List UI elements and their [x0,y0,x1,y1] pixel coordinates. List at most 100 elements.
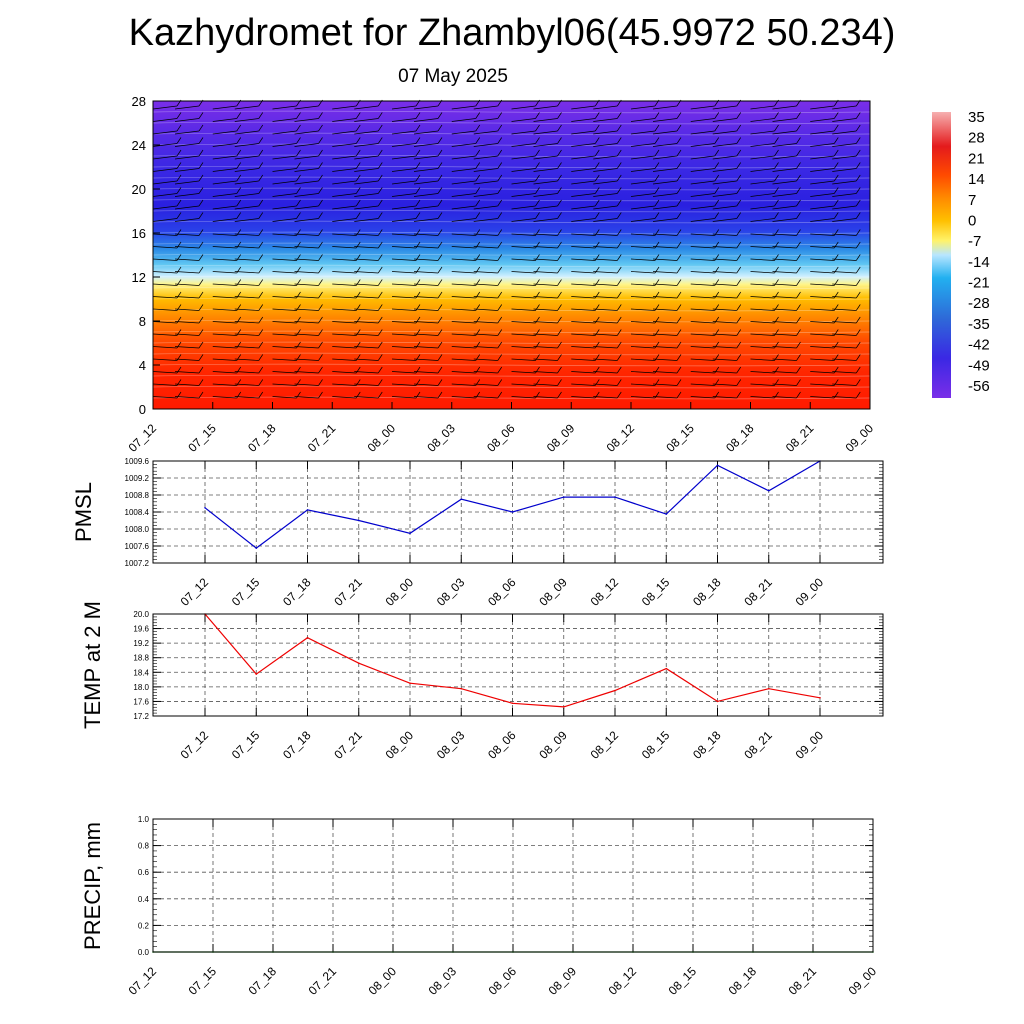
wind-barb-flag [676,187,682,194]
wind-barb [152,168,178,172]
wind-barb [354,258,379,261]
wind-barb [413,118,439,122]
precip-panel: 0.0 0.2 0.4 0.6 0.8 1.0 07_12 07_15 07_18 07_21 08… [80,815,879,998]
wind-barb [354,371,379,374]
wind-barb-flag [616,149,622,157]
wind-barb-flag [796,149,801,157]
wind-barb [810,168,835,172]
wind-barb [272,130,297,135]
wind-barb-flag [377,229,383,236]
wind-barb-flag [736,229,742,236]
wind-barb-flag [415,162,421,169]
heatmap-y-tick-label: 20 [132,182,146,197]
wind-barb [750,308,775,311]
wind-barb-flag [855,266,861,274]
wind-barb-flag [377,241,383,249]
wind-barb [712,143,737,147]
wind-barb [234,205,259,210]
heatmap-x-tick-label: 08_15 [663,421,697,455]
wind-barb-flag [437,124,443,132]
wind-barb-flag [318,187,323,194]
wind-barb [234,296,259,299]
wind-barb [593,308,618,311]
x-tick-label: 08_03 [426,964,460,998]
x-tick-label: 08_15 [639,728,673,762]
contour-line [152,297,871,301]
contour-line [152,341,871,345]
wind-barb [174,168,200,172]
wind-barb [473,130,498,135]
wind-barb [451,180,476,185]
wind-barb-flag [437,291,443,299]
wind-barb-flag [654,162,660,169]
wind-barb-flag [676,241,682,249]
wind-barb [533,271,558,274]
data-point [665,513,668,515]
wind-barb-flag [736,199,742,207]
wind-barb [354,130,379,135]
wind-barb [630,296,656,299]
wind-barb [332,258,357,261]
wind-barb [234,193,259,197]
wind-barb [690,296,715,299]
wind-barb [272,143,297,147]
wind-barb [571,296,596,299]
wind-barb [772,168,797,172]
colorbar-label: -28 [968,295,990,312]
wind-barb-flag [557,391,562,399]
wind-barb-flag [676,212,682,219]
wind-barb [630,233,656,236]
wind-barb [533,346,558,349]
wind-barb [593,118,618,122]
wind-barb-flag [318,304,323,311]
data-point [306,509,309,511]
wind-barb-flag [616,187,622,194]
wind-barb [152,205,178,210]
wind-barb [750,155,775,160]
wind-barb-flag [318,212,323,219]
wind-barb [832,358,857,361]
wind-barb [832,333,857,336]
wind-barb-flag [616,366,622,374]
x-tick-label: 07_21 [331,575,365,609]
wind-barb-flag [176,149,182,157]
wind-barb [690,105,715,110]
wind-barb-flag [855,149,861,157]
colorbar-label: 28 [968,130,985,147]
wind-barb [511,333,536,336]
wind-barb [772,346,797,349]
wind-barb [473,321,498,324]
wind-barb [571,205,596,210]
wind-barb [391,105,417,110]
data-point [204,506,206,509]
wind-barb-flag [377,366,383,374]
wind-barb [391,258,417,261]
wind-barb-flag [258,199,264,207]
wind-barb [152,130,178,135]
x-tick-label: 08_21 [741,575,775,609]
wind-barb-flag [377,329,383,336]
wind-barb [712,308,737,311]
colorbar-label: 21 [968,150,985,167]
wind-barb [391,296,417,299]
wind-barb [354,346,379,349]
wind-barb [630,205,656,210]
wind-barb-flag [654,187,660,194]
data-point [409,532,411,535]
wind-barb [451,205,476,210]
wind-barb [294,155,319,160]
wind-barb-flag [236,149,242,157]
wind-barb [212,193,237,197]
wind-barb-flag [796,266,801,274]
wind-barb-flag [318,366,323,374]
wind-barb-flag [736,366,742,374]
contour-line [152,242,871,246]
wind-barb-flag [557,254,562,261]
wind-barb-flag [475,174,481,182]
x-tick-label: 07_12 [178,728,212,762]
wind-barb [272,168,297,172]
wind-barb [630,218,656,222]
wind-barb [750,283,775,286]
wind-barb-flag [497,279,503,286]
colorbar-label: -14 [968,254,990,271]
